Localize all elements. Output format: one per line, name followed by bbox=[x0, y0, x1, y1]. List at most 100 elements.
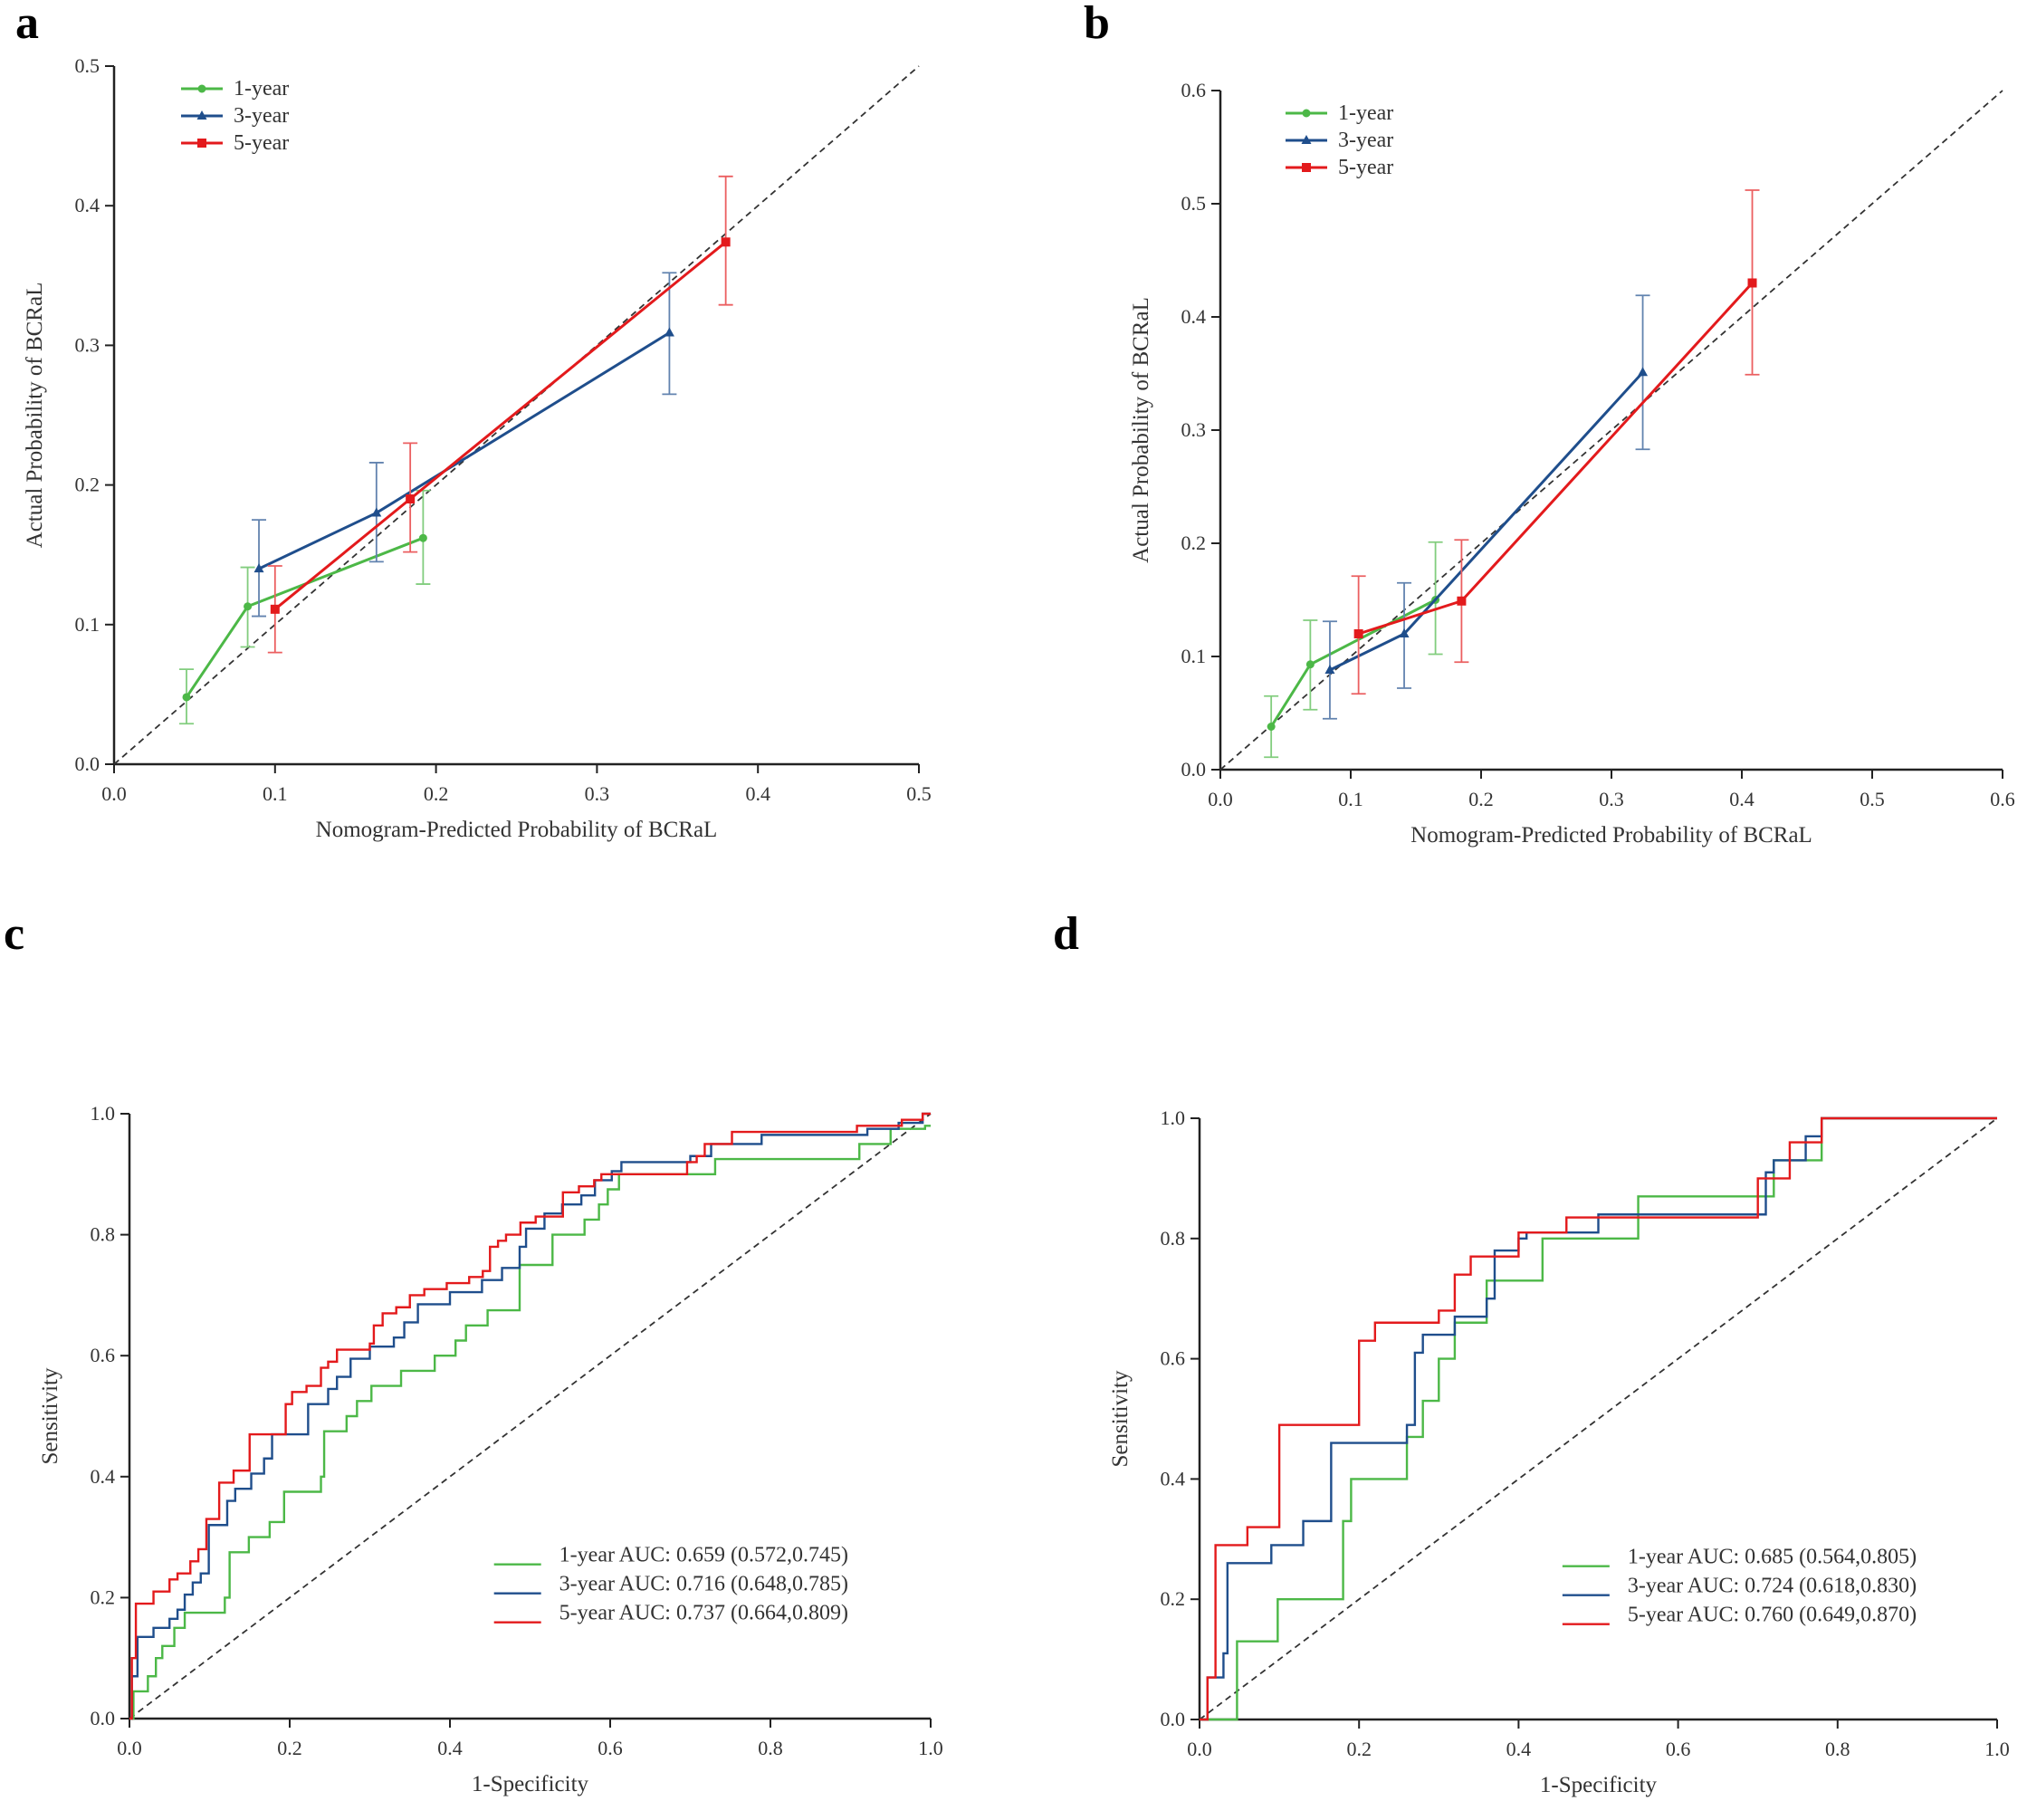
x-tick-label: 0.8 bbox=[1825, 1738, 1850, 1760]
x-tick-label: 0.3 bbox=[1599, 788, 1624, 810]
data-point bbox=[1399, 628, 1410, 637]
reference-diagonal-line bbox=[1219, 90, 2003, 771]
legend-label: 1-year AUC: 0.685 (0.564,0.805) bbox=[1628, 1546, 1917, 1569]
data-point bbox=[418, 533, 427, 542]
legend: 1-year AUC: 0.685 (0.564,0.805) 3-year AU… bbox=[1562, 1546, 1917, 1627]
x-tick-label: 0.0 bbox=[1208, 788, 1233, 810]
y-tick-label: 1.0 bbox=[91, 1102, 116, 1125]
series-line bbox=[1358, 282, 1754, 636]
roc-curve-3-year bbox=[129, 1112, 931, 1720]
x-axis-title: 1-Specificity bbox=[472, 1772, 589, 1796]
series-line bbox=[1269, 599, 1437, 728]
data-point bbox=[406, 494, 416, 504]
y-tick-label: 0.2 bbox=[1161, 1587, 1186, 1610]
roc-curve-3-year bbox=[1200, 1116, 1997, 1721]
legend: 1-year 3-year 5-year bbox=[181, 77, 289, 155]
data-point bbox=[253, 563, 264, 573]
y-tick-label: 0.6 bbox=[91, 1344, 116, 1366]
x-tick-label: 0.0 bbox=[117, 1737, 142, 1759]
x-tick-label: 0.6 bbox=[1666, 1738, 1691, 1760]
reference-diagonal-line bbox=[113, 65, 920, 765]
legend-marker bbox=[197, 139, 206, 148]
x-tick-label: 0.1 bbox=[263, 782, 288, 805]
data-point bbox=[182, 693, 191, 702]
panel-label: c bbox=[4, 908, 24, 960]
panel-label: b bbox=[1084, 0, 1110, 49]
y-tick-label: 0.1 bbox=[1181, 645, 1207, 667]
x-tick-label: 0.2 bbox=[1468, 788, 1494, 810]
legend-label: 3-year bbox=[234, 104, 289, 128]
data-point bbox=[1267, 723, 1276, 731]
x-axis-title: Nomogram-Predicted Probability of BCRaL bbox=[1410, 823, 1812, 848]
x-axis-title: Nomogram-Predicted Probability of BCRaL bbox=[316, 818, 718, 842]
series-5-year bbox=[1351, 189, 1760, 695]
y-tick-label: 0.8 bbox=[1161, 1227, 1186, 1250]
x-tick-label: 0.5 bbox=[906, 782, 932, 805]
chart-panel-b: b 0.0 0.1 0.2 0.3 0.4 0.5 0.6 0.0 0.1 0.2 0.3 0.4 0.5… bbox=[1084, 0, 2015, 848]
legend-marker bbox=[1302, 109, 1311, 118]
x-tick-label: 0.0 bbox=[101, 782, 127, 805]
reference-diagonal-line bbox=[129, 1113, 932, 1719]
legend: 1-year AUC: 0.659 (0.572,0.745) 3-year AU… bbox=[493, 1544, 848, 1625]
legend-label: 5-year bbox=[1338, 156, 1393, 179]
x-tick-label: 0.2 bbox=[424, 782, 449, 805]
y-tick-label: 0.2 bbox=[75, 474, 100, 496]
legend-label: 3-year AUC: 0.724 (0.618,0.830) bbox=[1628, 1575, 1917, 1598]
legend-marker bbox=[1302, 163, 1311, 172]
chart-panel-a: a 0.0 0.1 0.2 0.3 0.4 0.5 0.0 0.1 0.2 0.3 0.4 0.5 Nom… bbox=[15, 0, 932, 842]
x-tick-label: 1.0 bbox=[1984, 1738, 2010, 1760]
x-tick-label: 0.3 bbox=[585, 782, 610, 805]
chart-panel-c: c 0.0 0.2 0.4 0.6 0.8 1.0 0.0 0.2 0.4 0.6 0.8 1.0 1-S… bbox=[4, 908, 943, 1796]
series-line bbox=[1329, 371, 1644, 672]
series-1-year bbox=[1264, 541, 1443, 759]
y-axis-title: Sensitivity bbox=[38, 1367, 62, 1464]
data-point bbox=[270, 604, 280, 614]
y-axis-title: Actual Probability of BCRaL bbox=[1129, 297, 1153, 563]
legend-label: 5-year AUC: 0.760 (0.649,0.870) bbox=[1628, 1604, 1917, 1627]
series-1-year bbox=[179, 489, 431, 725]
legend-label: 5-year bbox=[234, 131, 289, 155]
legend-label: 1-year bbox=[1338, 101, 1393, 125]
series-5-year bbox=[267, 175, 733, 654]
y-tick-label: 0.0 bbox=[91, 1707, 116, 1729]
x-axis-title: 1-Specificity bbox=[1540, 1773, 1658, 1797]
y-tick-label: 0.4 bbox=[1181, 305, 1207, 328]
y-tick-label: 1.0 bbox=[1161, 1106, 1186, 1129]
chart-panel-d: d 0.0 0.2 0.4 0.6 0.8 1.0 0.0 0.2 0.4 0.6 0.8 1.0 1-S… bbox=[1053, 908, 2010, 1797]
y-tick-label: 0.3 bbox=[1181, 418, 1207, 441]
x-tick-label: 0.5 bbox=[1860, 788, 1885, 810]
legend: 1-year 3-year 5-year bbox=[1286, 101, 1393, 179]
y-tick-label: 0.2 bbox=[91, 1585, 116, 1608]
data-point bbox=[244, 602, 253, 611]
panel-label: a bbox=[15, 0, 39, 49]
data-point bbox=[1305, 660, 1315, 669]
data-point bbox=[371, 507, 382, 517]
legend-label: 1-year bbox=[234, 77, 289, 101]
roc-curve-1-year bbox=[129, 1125, 931, 1720]
series-line bbox=[185, 536, 424, 698]
x-tick-label: 0.0 bbox=[1187, 1738, 1212, 1760]
x-tick-label: 0.8 bbox=[758, 1737, 783, 1759]
series-line bbox=[273, 241, 727, 611]
x-tick-label: 0.2 bbox=[1346, 1738, 1372, 1760]
legend-label: 1-year AUC: 0.659 (0.572,0.745) bbox=[559, 1544, 848, 1567]
legend-label: 5-year AUC: 0.737 (0.664,0.809) bbox=[559, 1602, 848, 1625]
x-tick-label: 0.2 bbox=[277, 1737, 302, 1759]
x-tick-label: 0.4 bbox=[1729, 788, 1755, 810]
data-point bbox=[1638, 367, 1649, 377]
y-tick-label: 0.0 bbox=[75, 752, 100, 775]
legend-marker bbox=[196, 110, 207, 120]
data-point bbox=[1324, 665, 1335, 674]
y-axis-title: Sensitivity bbox=[1108, 1370, 1133, 1467]
data-point bbox=[664, 327, 674, 337]
roc-curve-1-year bbox=[1200, 1116, 1997, 1721]
series-3-year bbox=[1322, 294, 1650, 720]
y-tick-label: 0.4 bbox=[1161, 1467, 1186, 1490]
y-tick-label: 0.4 bbox=[91, 1465, 116, 1488]
legend-label: 3-year bbox=[1338, 129, 1393, 152]
x-tick-label: 1.0 bbox=[918, 1737, 943, 1759]
y-tick-label: 0.0 bbox=[1161, 1708, 1186, 1730]
x-tick-label: 0.6 bbox=[1990, 788, 2015, 810]
y-axis-title: Actual Probability of BCRaL bbox=[23, 283, 47, 549]
